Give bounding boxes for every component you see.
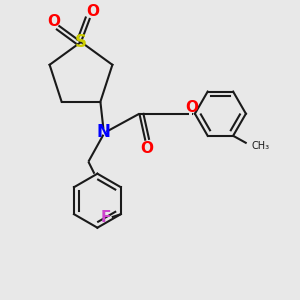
Text: CH₃: CH₃ — [251, 141, 269, 151]
Text: F: F — [100, 210, 111, 225]
Text: O: O — [140, 141, 153, 156]
Text: N: N — [97, 123, 110, 141]
Text: O: O — [47, 14, 61, 28]
Text: O: O — [185, 100, 198, 115]
Text: S: S — [75, 33, 87, 51]
Text: O: O — [86, 4, 100, 20]
